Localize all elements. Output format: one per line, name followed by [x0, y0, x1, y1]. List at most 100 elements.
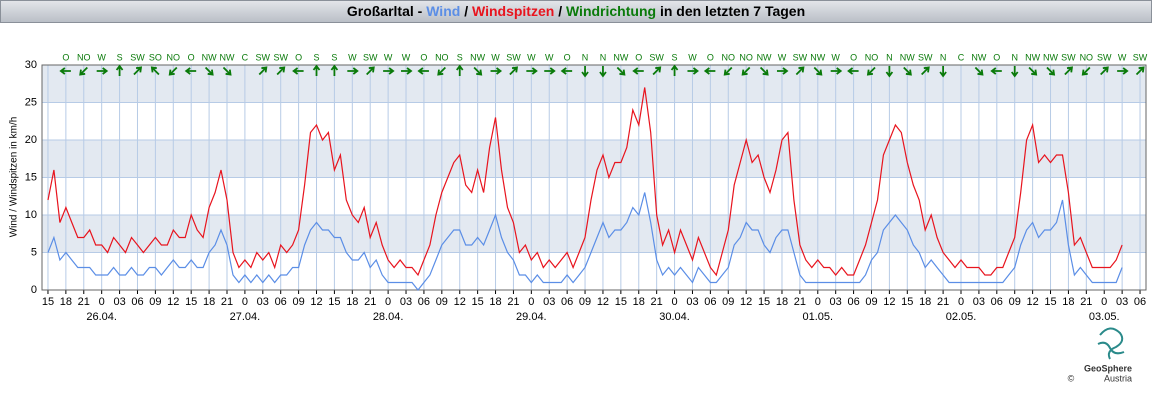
direction-label: O — [420, 52, 427, 62]
x-tick-label: 15 — [328, 296, 340, 308]
x-tick-label: 0 — [99, 296, 105, 308]
x-tick-label: 09 — [865, 296, 877, 308]
y-tick-label: 10 — [25, 209, 37, 221]
direction-arrow — [703, 67, 716, 75]
direction-label: W — [778, 52, 787, 62]
direction-label: NW — [1043, 52, 1058, 62]
direction-arrow — [168, 66, 178, 76]
direction-label: SW — [918, 52, 933, 62]
date-label: 29.04. — [516, 311, 547, 323]
direction-arrow — [276, 66, 286, 76]
x-tick-label: 18 — [60, 296, 72, 308]
x-tick-label: 06 — [1134, 296, 1146, 308]
direction-arrow — [866, 66, 876, 76]
direction-label: SW — [506, 52, 521, 62]
y-tick-label: 15 — [25, 171, 37, 183]
date-label: 27.04. — [230, 311, 261, 323]
x-tick-label: 15 — [472, 296, 484, 308]
direction-label: NO — [435, 52, 449, 62]
direction-arrow — [1135, 66, 1145, 76]
direction-label: SO — [149, 52, 162, 62]
direction-label: NW — [810, 52, 825, 62]
direction-label: W — [348, 52, 357, 62]
x-tick-label: 06 — [275, 296, 287, 308]
x-tick-label: 18 — [346, 296, 358, 308]
direction-label: O — [62, 52, 69, 62]
direction-arrow — [741, 66, 751, 76]
x-tick-label: 21 — [794, 296, 806, 308]
direction-label: N — [940, 52, 947, 62]
direction-label: C — [958, 52, 965, 62]
direction-label: N — [886, 52, 893, 62]
direction-label: NO — [77, 52, 91, 62]
x-tick-label: 0 — [815, 296, 821, 308]
direction-arrow — [921, 66, 930, 76]
copyright: © — [1068, 373, 1075, 383]
direction-label: NW — [613, 52, 628, 62]
direction-label: C — [242, 52, 249, 62]
x-tick-label: 0 — [528, 296, 534, 308]
grid-band — [42, 140, 1146, 178]
x-tick-label: 18 — [203, 296, 215, 308]
direction-arrow — [1046, 66, 1056, 76]
direction-arrow — [544, 67, 556, 75]
plot-border — [41, 64, 1147, 291]
date-label: 28.04. — [373, 311, 404, 323]
x-tick-label: 06 — [561, 296, 573, 308]
direction-label: NW — [757, 52, 772, 62]
direction-label: NO — [167, 52, 181, 62]
x-tick-label: 18 — [633, 296, 645, 308]
direction-arrow — [292, 67, 304, 75]
date-label: 02.05. — [946, 311, 977, 323]
direction-label: NW — [470, 52, 485, 62]
x-tick-label: 12 — [597, 296, 609, 308]
direction-label: SW — [793, 52, 808, 62]
direction-arrow — [456, 64, 464, 76]
direction-arrow — [581, 66, 589, 78]
direction-label: O — [850, 52, 857, 62]
x-tick-label: 09 — [149, 296, 161, 308]
title-prefix: Großarltal - — [347, 3, 423, 19]
y-tick-label: 0 — [31, 284, 37, 296]
x-tick-label: 09 — [1009, 296, 1021, 308]
direction-arrow — [1117, 67, 1129, 75]
grid-band — [42, 215, 1146, 253]
direction-label: W — [97, 52, 106, 62]
x-tick-label: 0 — [958, 296, 964, 308]
title-separator: / — [464, 3, 468, 19]
direction-arrow — [939, 66, 947, 78]
x-tick-label: 03 — [1116, 296, 1128, 308]
x-tick-label: 09 — [722, 296, 734, 308]
direction-label: NW — [900, 52, 915, 62]
direction-arrow — [330, 64, 339, 76]
x-tick-label: 18 — [919, 296, 931, 308]
direction-arrow — [79, 66, 88, 76]
direction-label: W — [384, 52, 393, 62]
y-axis-label: Wind / Windspitzen in km/h — [9, 117, 20, 238]
direction-label: NO — [1080, 52, 1094, 62]
x-tick-label: 15 — [758, 296, 770, 308]
direction-arrow — [96, 67, 109, 75]
x-tick-label: 03 — [113, 296, 125, 308]
y-tick-label: 25 — [25, 96, 37, 108]
title-suffix: in den letzten 7 Tagen — [660, 3, 805, 19]
title-direction: Windrichtung — [566, 3, 656, 19]
series-line — [47, 87, 1123, 277]
direction-label: N — [600, 52, 607, 62]
x-tick-label: 12 — [740, 296, 752, 308]
direction-label: N — [1011, 52, 1018, 62]
title-gust: Windspitzen — [472, 3, 554, 19]
logo-text: GeoSphere — [1084, 363, 1132, 373]
series-line — [47, 192, 1123, 291]
x-tick-label: 15 — [1044, 296, 1056, 308]
direction-label: O — [707, 52, 714, 62]
x-tick-label: 21 — [937, 296, 949, 308]
direction-arrow — [490, 67, 503, 75]
title-wind: Wind — [426, 3, 460, 19]
date-label: 26.04. — [86, 311, 117, 323]
x-tick-label: 09 — [436, 296, 448, 308]
x-tick-label: 12 — [1026, 296, 1038, 308]
x-tick-label: 21 — [507, 296, 519, 308]
x-tick-label: 09 — [579, 296, 591, 308]
direction-arrow — [1010, 66, 1019, 78]
